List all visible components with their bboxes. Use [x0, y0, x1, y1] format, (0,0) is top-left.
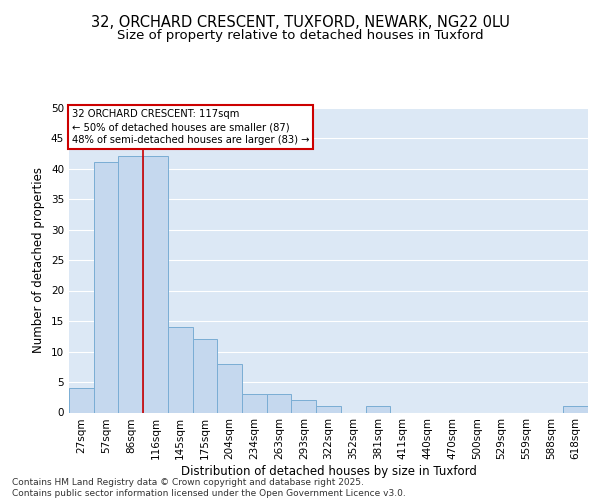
Bar — [168, 327, 193, 412]
Bar — [69, 388, 94, 412]
Bar — [242, 394, 267, 412]
Bar — [267, 394, 292, 412]
Bar — [316, 406, 341, 412]
Bar — [292, 400, 316, 412]
Bar — [94, 162, 118, 412]
Bar — [217, 364, 242, 412]
Y-axis label: Number of detached properties: Number of detached properties — [32, 167, 46, 353]
Bar — [143, 156, 168, 412]
Bar — [365, 406, 390, 412]
Bar — [563, 406, 588, 412]
Text: 32, ORCHARD CRESCENT, TUXFORD, NEWARK, NG22 0LU: 32, ORCHARD CRESCENT, TUXFORD, NEWARK, N… — [91, 15, 509, 30]
Bar — [118, 156, 143, 412]
Text: 32 ORCHARD CRESCENT: 117sqm
← 50% of detached houses are smaller (87)
48% of sem: 32 ORCHARD CRESCENT: 117sqm ← 50% of det… — [71, 109, 309, 146]
Bar — [193, 340, 217, 412]
Text: Size of property relative to detached houses in Tuxford: Size of property relative to detached ho… — [116, 28, 484, 42]
X-axis label: Distribution of detached houses by size in Tuxford: Distribution of detached houses by size … — [181, 465, 476, 478]
Text: Contains HM Land Registry data © Crown copyright and database right 2025.
Contai: Contains HM Land Registry data © Crown c… — [12, 478, 406, 498]
